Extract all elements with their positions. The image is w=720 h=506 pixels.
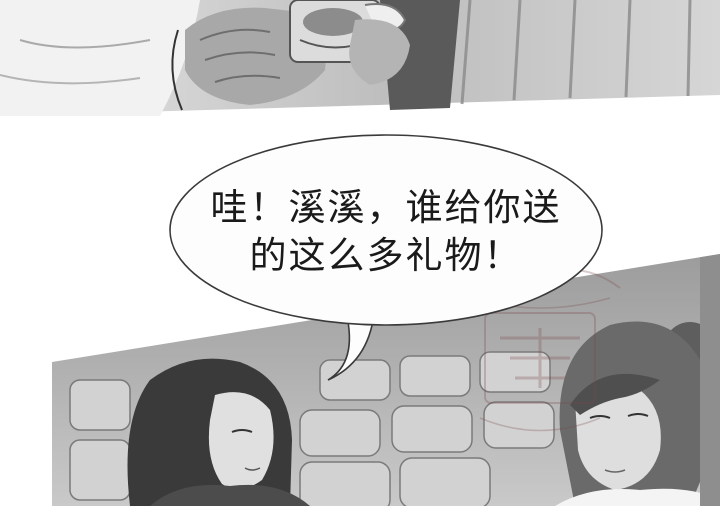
speech-line-1: 哇！溪溪，谁给你送 <box>210 186 562 229</box>
speech-line-2: 的这么多礼物！ <box>249 234 523 277</box>
top-comic-panel <box>0 0 720 116</box>
speech-bubble-text: 哇！溪溪，谁给你送 的这么多礼物！ <box>168 184 604 280</box>
hands-holding-gift-icon <box>0 0 720 116</box>
speech-bubble-shape <box>169 134 603 381</box>
speech-bubble: 哇！溪溪，谁给你送 的这么多礼物！ <box>168 132 604 381</box>
